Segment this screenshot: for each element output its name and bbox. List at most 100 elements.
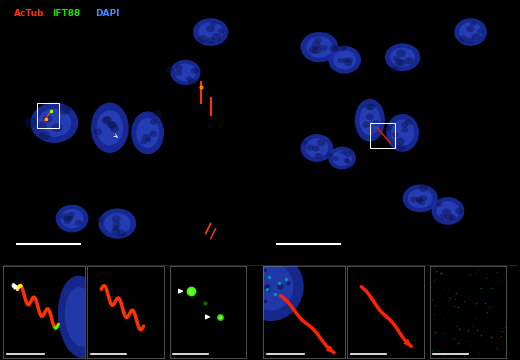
Ellipse shape xyxy=(142,134,151,141)
Ellipse shape xyxy=(401,122,408,128)
Ellipse shape xyxy=(68,216,74,221)
Ellipse shape xyxy=(455,207,463,214)
Ellipse shape xyxy=(112,225,120,231)
Ellipse shape xyxy=(341,150,346,155)
Ellipse shape xyxy=(340,45,348,51)
Ellipse shape xyxy=(404,119,412,126)
Ellipse shape xyxy=(117,230,126,237)
Ellipse shape xyxy=(103,116,112,123)
Ellipse shape xyxy=(315,153,322,159)
Ellipse shape xyxy=(218,28,224,34)
Ellipse shape xyxy=(367,104,375,110)
Ellipse shape xyxy=(112,221,121,228)
Ellipse shape xyxy=(308,46,318,54)
Ellipse shape xyxy=(206,25,215,32)
Ellipse shape xyxy=(345,159,350,164)
Ellipse shape xyxy=(365,104,373,110)
Ellipse shape xyxy=(198,35,207,42)
Ellipse shape xyxy=(373,120,380,126)
Ellipse shape xyxy=(111,228,120,235)
Ellipse shape xyxy=(448,214,456,221)
Ellipse shape xyxy=(43,115,52,122)
Ellipse shape xyxy=(333,46,339,51)
Ellipse shape xyxy=(140,140,146,144)
Ellipse shape xyxy=(362,121,370,128)
Ellipse shape xyxy=(436,202,443,207)
Ellipse shape xyxy=(328,147,356,169)
Ellipse shape xyxy=(346,58,353,63)
Ellipse shape xyxy=(416,198,423,203)
Ellipse shape xyxy=(329,45,339,52)
Ellipse shape xyxy=(459,22,482,42)
Ellipse shape xyxy=(327,153,333,158)
Ellipse shape xyxy=(305,138,329,158)
Ellipse shape xyxy=(75,220,82,225)
Ellipse shape xyxy=(477,29,483,33)
Ellipse shape xyxy=(63,215,72,222)
Ellipse shape xyxy=(98,208,136,239)
Ellipse shape xyxy=(306,144,314,150)
Ellipse shape xyxy=(385,43,420,71)
Ellipse shape xyxy=(165,67,173,73)
Ellipse shape xyxy=(38,131,50,140)
Ellipse shape xyxy=(405,57,413,64)
Ellipse shape xyxy=(344,151,352,157)
Ellipse shape xyxy=(459,35,468,42)
Ellipse shape xyxy=(58,105,70,115)
Ellipse shape xyxy=(344,60,352,66)
Ellipse shape xyxy=(188,79,196,86)
Ellipse shape xyxy=(317,139,326,146)
Ellipse shape xyxy=(396,49,406,57)
Text: IFT88: IFT88 xyxy=(52,9,80,18)
Ellipse shape xyxy=(191,67,199,74)
Ellipse shape xyxy=(344,158,349,163)
Ellipse shape xyxy=(301,32,339,62)
Ellipse shape xyxy=(150,119,157,125)
Ellipse shape xyxy=(393,56,399,61)
Ellipse shape xyxy=(107,122,115,129)
Ellipse shape xyxy=(392,132,399,137)
Ellipse shape xyxy=(401,127,409,133)
Ellipse shape xyxy=(359,105,381,135)
Ellipse shape xyxy=(337,58,344,63)
Ellipse shape xyxy=(175,70,183,76)
Ellipse shape xyxy=(391,120,414,146)
Ellipse shape xyxy=(175,63,196,81)
Ellipse shape xyxy=(37,109,71,137)
Title: R98-277B: R98-277B xyxy=(358,0,422,2)
Ellipse shape xyxy=(410,197,418,202)
Ellipse shape xyxy=(390,66,398,72)
Ellipse shape xyxy=(408,189,433,208)
Ellipse shape xyxy=(467,37,475,44)
Ellipse shape xyxy=(97,110,123,145)
Ellipse shape xyxy=(333,156,339,161)
Ellipse shape xyxy=(31,103,79,143)
Ellipse shape xyxy=(210,21,216,26)
Ellipse shape xyxy=(466,26,474,32)
Ellipse shape xyxy=(436,201,460,221)
Ellipse shape xyxy=(302,140,308,145)
Ellipse shape xyxy=(212,33,221,41)
Ellipse shape xyxy=(439,214,447,220)
Ellipse shape xyxy=(442,208,451,216)
Ellipse shape xyxy=(248,263,293,310)
Ellipse shape xyxy=(176,65,183,71)
Ellipse shape xyxy=(312,46,321,54)
Ellipse shape xyxy=(301,134,333,162)
Ellipse shape xyxy=(397,59,406,66)
Ellipse shape xyxy=(68,212,75,217)
Ellipse shape xyxy=(343,58,349,63)
Ellipse shape xyxy=(104,213,131,234)
Ellipse shape xyxy=(58,276,103,358)
Ellipse shape xyxy=(198,22,223,42)
Text: DAPI: DAPI xyxy=(95,9,119,18)
Ellipse shape xyxy=(91,103,129,153)
Ellipse shape xyxy=(396,138,405,145)
Ellipse shape xyxy=(390,48,415,67)
Ellipse shape xyxy=(108,121,118,129)
Ellipse shape xyxy=(101,117,112,125)
Ellipse shape xyxy=(445,214,453,221)
Ellipse shape xyxy=(60,209,84,228)
Ellipse shape xyxy=(97,217,103,222)
Ellipse shape xyxy=(311,42,321,49)
